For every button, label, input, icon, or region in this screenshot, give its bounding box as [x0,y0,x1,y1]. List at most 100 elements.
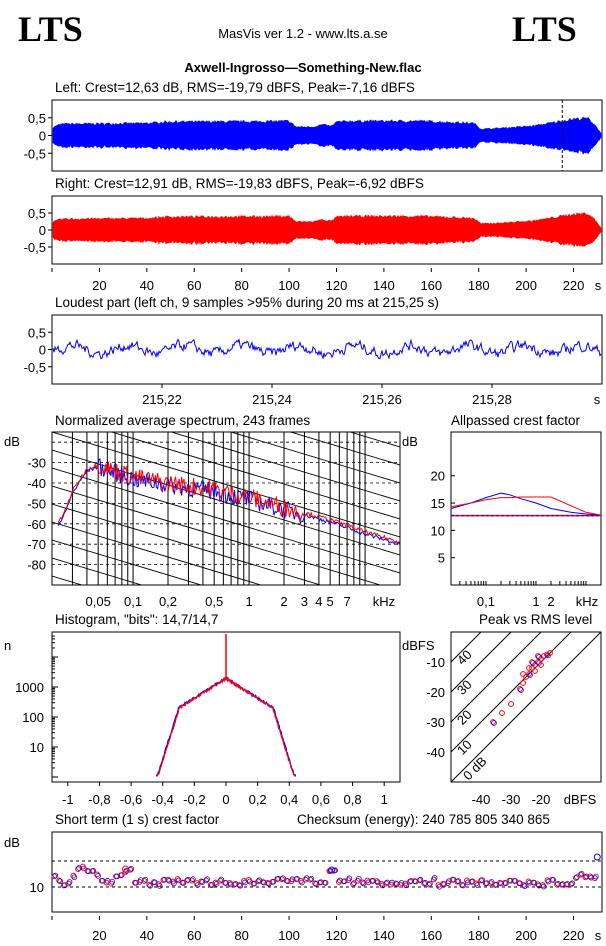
short-crest-point-right [51,873,58,880]
short-crest-point-left [403,882,410,889]
short-crest-point-right [94,871,100,878]
peak-rms-point [532,668,538,674]
short-crest-point-left [460,882,466,889]
short-crest-point-right [121,865,129,873]
allpassed-left-curve [450,492,602,516]
short-crest-point-right [141,878,148,884]
short-crest-point-left [299,879,305,886]
peak-rms-xtick-label: -40 [472,792,491,807]
short-crest-xunit: s [595,928,602,943]
short-crest-point-right [573,875,579,881]
histogram-xtick-label: 1 [381,792,388,807]
short-crest-point-right [217,877,224,884]
left-wave-ytick-label: 0,5 [28,111,46,126]
peak-rms-point [529,659,535,665]
right-wave-xtick-label: 120 [326,278,348,293]
short-crest-point-left [147,882,153,889]
short-crest-point-left [237,882,244,889]
short-crest-point-left [479,877,485,883]
histogram-ytick-label: 1000 [15,680,44,695]
short-crest-xtick-label: 60 [187,928,201,943]
peak-rms-crest-line [451,632,542,723]
right-wave-xtick-label: 160 [420,278,442,293]
checksum: Checksum (energy): 240 785 805 340 865 [297,812,550,827]
short-crest-point-left [322,880,329,886]
short-crest-point-right [212,879,219,886]
short-crest-xtick-label: 200 [515,928,537,943]
short-crest-point-left [540,883,547,890]
peak-rms-ytick-label: -40 [426,745,445,760]
short-crest-point-right [454,878,461,885]
spectrum-xtick-label: 0,5 [205,594,223,609]
short-crest-point-right [127,866,134,873]
spectrum-xtick-label: 4 [315,594,322,609]
histogram-xtick-label: 0,6 [312,792,330,807]
loudest-xunit: s [594,392,601,407]
short-crest-point-left [412,878,419,885]
short-crest-point-left [66,879,73,885]
peak-rms-plot [451,632,601,782]
short-crest-point-left [328,866,336,874]
short-crest-point-right [236,882,243,888]
peak-rms-ylabel: dBFS [402,638,435,653]
allpassed-xtick-label: 1 [532,594,539,609]
peak-rms-crest-label: 0 dB [460,754,490,784]
short-crest-point-right [568,881,575,888]
allpassed-xunit: kHz [576,594,598,609]
short-crest-point-right [373,878,380,885]
loudest-xtick-label: 215,28 [472,392,512,407]
peak-rms-crest-line [451,632,482,663]
short-crest-xtick-label: 20 [92,928,106,943]
peak-rms-crest-line [451,632,572,753]
short-crest-point-right [459,881,466,888]
loudest-xtick-label: 215,24 [252,392,292,407]
short-crest-point-right [65,880,72,887]
peak-rms-point [508,701,514,707]
peak-rms-crest-label: 30 [454,677,475,698]
short-crest-point-right [426,881,432,888]
histogram-xtick-label: -0,2 [183,792,205,807]
spectrum-slope [52,288,400,393]
histogram-ytick-label: 10 [30,740,44,755]
peak-rms-crest-line [451,632,512,693]
short-crest-point-left [341,878,348,885]
spectrum-ytick-label: -50 [27,496,46,511]
right-wave-xtick-label: 220 [563,278,585,293]
short-crest-point-left [71,874,78,881]
short-crest-point-right [577,871,584,878]
histogram-xtick-label: -0,4 [152,792,174,807]
short-crest-point-right [165,876,172,883]
histogram-left-blue [155,677,227,777]
short-crest-point-right [188,877,195,884]
peak-rms-xtick-label: -20 [532,792,551,807]
app-version: MasVis ver 1.2 - www.lts.a.se [218,26,388,41]
short-crest-point-right [146,881,153,888]
short-crest-point-left [593,873,599,880]
short-crest-point-right [350,881,356,888]
file-title: Axwell-Ingrosso—Something-New.flac [184,60,422,75]
short-crest-point-left [313,881,319,887]
short-crest-point-left [218,876,225,883]
spectrum-xtick-label: 3 [301,594,308,609]
allpassed-title: Allpassed crest factor [451,413,581,428]
short-crest-point-right [487,880,494,887]
short-crest-point-right [245,877,252,883]
spectrum-slope [52,521,263,585]
left-wave-ytick-label: -0,5 [24,146,46,161]
peak-rms-ytick-label: -10 [426,655,445,670]
allpassed-ytick-label: 15 [431,496,445,511]
short-crest-point-left [171,880,177,887]
allpassed-ytick-label: 20 [431,469,445,484]
spectrum-frame [51,431,401,586]
spectrum-xtick-label: 2 [280,594,287,609]
spectrum-slope [229,432,400,484]
spectrum-title: Normalized average spectrum, 243 frames [55,413,311,428]
peak-rms-point [544,651,550,658]
short-crest-point-left [118,872,125,878]
allpassed-ylabel: dB [402,434,418,449]
left-wave-envelope [52,116,602,155]
short-crest-point-left [284,878,291,884]
short-crest-point-left [308,875,315,882]
right-wave-ytick-label: 0,5 [28,206,46,221]
